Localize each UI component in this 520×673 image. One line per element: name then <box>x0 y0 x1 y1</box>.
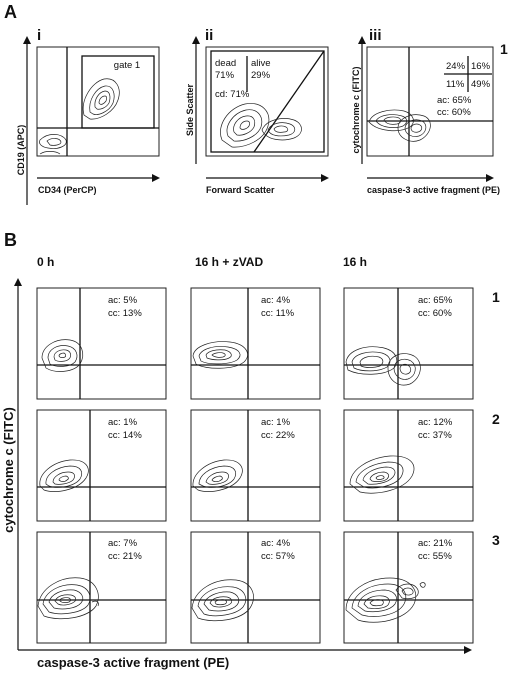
plot-a-iii-q-ll: 11% <box>446 79 465 90</box>
plot-b-r3-c2-cc: cc: 57% <box>261 551 295 562</box>
plot-a-iii-q-ur: 16% <box>471 61 491 72</box>
plot-b-r2-c2-cc: cc: 22% <box>261 430 295 441</box>
plot-a-ii-ylabel: Side Scatter <box>185 83 195 136</box>
plot-b-r3-c1-cc: cc: 21% <box>108 551 142 562</box>
plot-b-r2-c1-cc: cc: 14% <box>108 430 142 441</box>
plot-a-i-frame <box>36 46 160 157</box>
panel-b-letter: B <box>4 230 17 250</box>
plot-b-r3-c2: ac: 4% cc: 57% <box>190 531 321 644</box>
plot-a-iii-q-ul: 24% <box>446 61 466 72</box>
plot-b-r2-c3-cc: cc: 37% <box>418 430 452 441</box>
plot-b-r1-c3-cc: cc: 60% <box>418 308 452 319</box>
panel-b-col-0: 0 h <box>37 255 54 269</box>
plot-b-r1-c1-contours <box>41 339 84 372</box>
plot-b-r2-c2: ac: 1% cc: 22% <box>190 409 321 522</box>
plot-b-r3-c3-ac: ac: 21% <box>418 538 453 549</box>
plot-b-r2-c3: ac: 12% cc: 37% <box>343 409 474 522</box>
plot-a-ii-frame <box>205 46 329 157</box>
panel-b-col-2: 16 h <box>343 255 367 269</box>
plot-b-r1-c3-ac: ac: 65% <box>418 295 453 306</box>
plot-b-r3-c1-ac: ac: 7% <box>108 538 138 549</box>
plot-b-r3-c3-cc: cc: 55% <box>418 551 452 562</box>
plot-a-iii-xlabel: caspase-3 active fragment (PE) <box>367 185 500 195</box>
plot-a-iii: iii cytochrome c (FITC) 24% 16% 11% 49% … <box>351 27 500 195</box>
plot-b-r2-c3-ac: ac: 12% <box>418 417 453 428</box>
plot-a-ii-contours <box>220 103 302 148</box>
panel-b-ylabel: cytochrome c (FITC) <box>1 407 16 533</box>
plot-a-ii-cd: cd: 71% <box>215 89 250 100</box>
plot-b-r2-c3-contours <box>349 455 415 494</box>
plot-b-r2-c2-ac: ac: 1% <box>261 417 291 428</box>
plot-a-i-contours <box>39 78 120 155</box>
plot-b-r3-c2-contours <box>191 579 254 622</box>
plot-b-r1-c2: ac: 4% cc: 11% <box>190 287 321 400</box>
plot-a-ii-roman: ii <box>205 27 213 44</box>
panel-b-xlabel: caspase-3 active fragment (PE) <box>37 655 229 670</box>
plot-b-r2-c1-ac: ac: 1% <box>108 417 138 428</box>
plot-b-r3-c2-ac: ac: 4% <box>261 538 291 549</box>
plot-b-r3-c1: ac: 7% cc: 21% <box>36 531 167 644</box>
plot-a-iii-ac: ac: 65% <box>437 95 472 106</box>
plot-b-r2-c1: ac: 1% cc: 14% <box>36 409 167 522</box>
plot-a-iii-cc: cc: 60% <box>437 107 471 118</box>
plot-a-ii-dead-label: dead <box>215 58 236 69</box>
plot-b-r1-c3: ac: 65% cc: 60% <box>343 287 474 400</box>
panel-b-row-1-number: 1 <box>492 289 500 305</box>
plot-a-ii-outer-gate <box>210 50 325 153</box>
panel-a-row-number: 1 <box>500 41 508 57</box>
plot-b-r1-c2-cc: cc: 11% <box>261 308 295 319</box>
plot-a-i-roman: i <box>37 27 41 44</box>
plot-a-ii-xlabel: Forward Scatter <box>206 185 275 195</box>
plot-a-i: i CD19 (APC) gate 1 CD34 (PerCP) <box>16 27 160 205</box>
plot-b-r2-c1-contours <box>39 459 89 492</box>
plot-a-iii-frame <box>366 46 494 157</box>
plot-b-r3-c3: ac: 21% cc: 55% <box>343 531 474 644</box>
plot-a-i-xlabel: CD34 (PerCP) <box>38 185 97 195</box>
plot-a-iii-contours <box>368 109 431 142</box>
plot-a-i-gate1 <box>81 55 155 129</box>
plot-a-iii-ylabel: cytochrome c (FITC) <box>351 66 361 153</box>
panel-b-row-3-number: 3 <box>492 532 500 548</box>
plot-a-iii-roman: iii <box>369 27 382 44</box>
panel-b-row-2-number: 2 <box>492 411 500 427</box>
plot-b-r3-c1-contours <box>37 577 99 620</box>
plot-b-r1-c2-contours <box>192 341 248 369</box>
plot-b-r2-c2-contours <box>192 459 243 492</box>
plot-b-r3-c3-contours <box>345 577 426 623</box>
plot-b-r1-c1-cc: cc: 13% <box>108 308 142 319</box>
plot-a-ii-alive-label: alive <box>251 58 271 69</box>
panel-a-letter: A <box>4 2 17 22</box>
plot-b-r1-c2-ac: ac: 4% <box>261 295 291 306</box>
plot-a-i-ylabel: CD19 (APC) <box>16 125 26 176</box>
plot-a-ii-dead-pct: 71% <box>215 70 235 81</box>
plot-b-r1-c1: ac: 5% cc: 13% <box>36 287 167 400</box>
panel-b-col-1: 16 h + zVAD <box>195 255 263 269</box>
plot-a-ii: ii Side Scatter dead 71% alive 29% cd: 7… <box>185 27 329 195</box>
plot-a-i-gate-label: gate 1 <box>114 60 140 71</box>
plot-b-r1-c1-ac: ac: 5% <box>108 295 138 306</box>
plot-a-ii-alive-pct: 29% <box>251 70 271 81</box>
plot-a-iii-q-lr: 49% <box>471 79 491 90</box>
plot-b-r1-c3-contours <box>345 346 421 386</box>
